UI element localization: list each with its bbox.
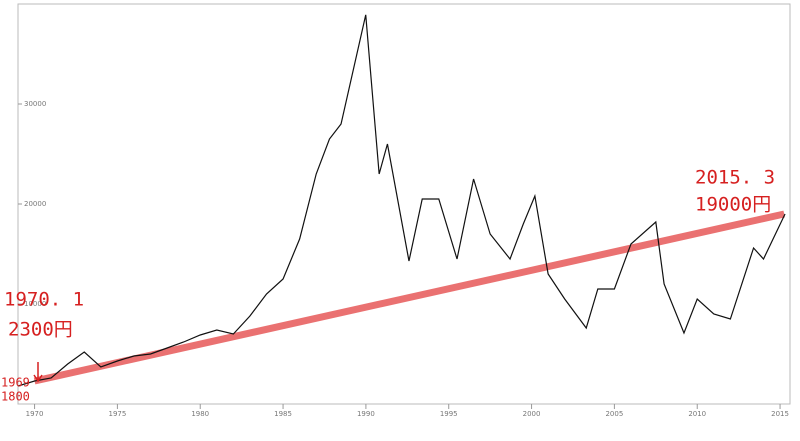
x-tick-label: 2005 bbox=[605, 410, 623, 418]
annotation: 19000円 bbox=[695, 194, 771, 216]
annotation: 2015. 3 bbox=[695, 167, 775, 189]
y-tick-label: 10000 bbox=[24, 300, 46, 308]
x-tick-label: 1980 bbox=[191, 410, 209, 418]
arrow-head bbox=[33, 374, 43, 383]
x-tick-label: 2010 bbox=[688, 410, 706, 418]
x-tick-label: 1990 bbox=[357, 410, 375, 418]
annotation: 2300円 bbox=[8, 319, 73, 341]
trend-line bbox=[33, 210, 785, 385]
x-tick-label: 1985 bbox=[274, 410, 292, 418]
x-tick-label: 2015 bbox=[771, 410, 789, 418]
annotation: 1970. 1 bbox=[4, 289, 84, 311]
x-tick-label: 1995 bbox=[440, 410, 458, 418]
price-line bbox=[17, 14, 786, 387]
x-tick-label: 1970 bbox=[26, 410, 44, 418]
plot-frame bbox=[17, 3, 791, 405]
x-tick-label: 2000 bbox=[523, 410, 541, 418]
y-tick-label: 30000 bbox=[24, 100, 46, 108]
y-tick-label: 20000 bbox=[24, 200, 46, 208]
x-tick-label: 1975 bbox=[108, 410, 126, 418]
annotation: 1800 bbox=[1, 390, 30, 404]
annotation: 1969 bbox=[1, 376, 30, 390]
